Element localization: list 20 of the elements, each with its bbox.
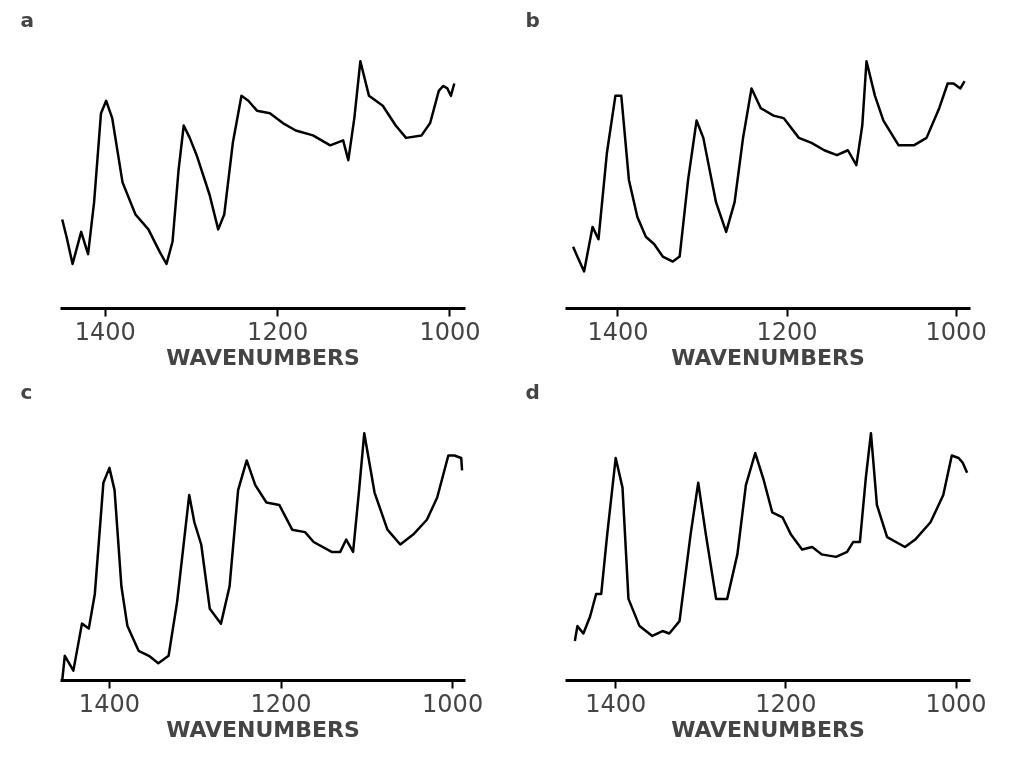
x-tick-label: 1400 (587, 317, 649, 346)
x-tick-label: 1000 (925, 317, 987, 346)
chart-title: b (525, 7, 540, 32)
x-tick-label: 1200 (755, 689, 817, 718)
x-tick-label: 1400 (74, 317, 136, 346)
x-axis-title: WAVENUMBERS (671, 344, 865, 370)
x-tick-label: 1000 (422, 689, 484, 718)
x-axis-title: WAVENUMBERS (166, 344, 360, 370)
x-tick-label: 1400 (78, 689, 140, 718)
x-tick-label: 1200 (250, 689, 312, 718)
x-tick-label: 1000 (419, 317, 481, 346)
x-tick-label: 1000 (925, 689, 987, 718)
x-tick-label: 1200 (756, 317, 818, 346)
chart-title: a (20, 7, 34, 32)
x-tick-label: 1400 (585, 689, 647, 718)
chart-title: d (525, 379, 540, 404)
x-tick-label: 1200 (247, 317, 309, 346)
x-axis-title: WAVENUMBERS (166, 716, 360, 742)
x-axis-title: WAVENUMBERS (671, 716, 865, 742)
chart-title: c (20, 379, 33, 404)
